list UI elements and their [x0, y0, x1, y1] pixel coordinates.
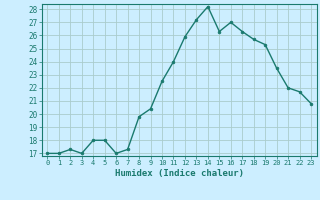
X-axis label: Humidex (Indice chaleur): Humidex (Indice chaleur) [115, 169, 244, 178]
